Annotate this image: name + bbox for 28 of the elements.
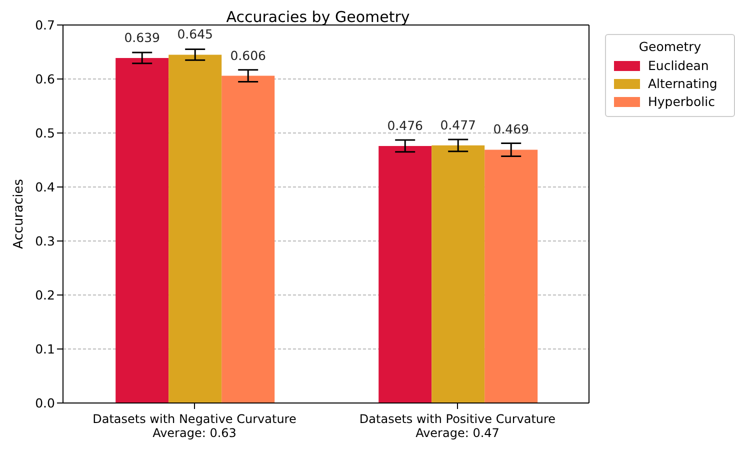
- y-tick-label: 0.6: [35, 71, 56, 86]
- x-tick-label: Datasets with Positive Curvature Average: 0.47: [359, 412, 556, 440]
- bar: [432, 145, 485, 403]
- y-tick-label: 0.4: [35, 179, 56, 194]
- bar: [484, 150, 538, 403]
- chart-title: Accuracies by Geometry: [226, 8, 410, 26]
- y-tick-label: 0.2: [35, 287, 55, 302]
- y-tick-label: 0.1: [35, 341, 55, 356]
- legend-label: Hyperbolic: [648, 94, 715, 109]
- bar: [222, 76, 275, 403]
- x-tick-label: Datasets with Negative Curvature Average: 0.63: [92, 412, 296, 440]
- bar: [168, 54, 222, 403]
- data-label: 0.469: [493, 122, 530, 137]
- bar: [378, 146, 432, 403]
- legend-title: Geometry: [638, 39, 702, 54]
- data-label: 0.606: [230, 48, 266, 63]
- data-label: 0.477: [440, 117, 476, 132]
- y-tick-label: 0.7: [35, 17, 55, 32]
- y-tick-label: 0.3: [35, 233, 55, 248]
- legend-label: Euclidean: [648, 58, 709, 73]
- bar: [116, 58, 169, 403]
- y-axis-title: Accuracies: [12, 178, 27, 250]
- y-tick-label: 0.5: [35, 125, 55, 140]
- legend-label: Alternating: [648, 76, 718, 91]
- data-label: 0.645: [177, 26, 213, 42]
- data-label: 0.476: [387, 118, 424, 133]
- data-label: 0.639: [124, 30, 160, 45]
- y-tick-label: 0.0: [35, 395, 56, 410]
